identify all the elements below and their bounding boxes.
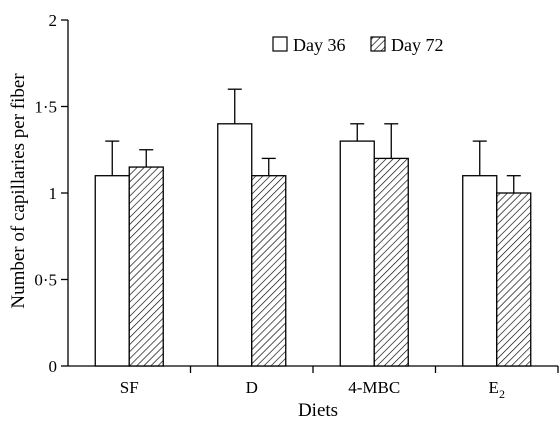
y-axis-label: Number of capillaries per fiber [8, 73, 29, 309]
x-axis-label: Diets [298, 400, 338, 421]
x-tick-label-subscript-3: 2 [499, 387, 505, 401]
x-tick-label-text-0: SF [120, 378, 139, 397]
y-axis: 0 0·5 1 1·5 2 [34, 11, 69, 376]
y-tick-label-1: 0·5 [34, 271, 57, 290]
bar-s0-c3 [462, 175, 498, 367]
x-tick-label-text-1: D [246, 378, 258, 397]
legend-swatch-day-72 [370, 36, 386, 52]
legend-label-day-72: Day 72 [391, 35, 444, 55]
x-tick-label-3: E2 [489, 378, 505, 401]
x-tick-label-1: D [246, 378, 258, 397]
bar-s0-c2 [339, 140, 375, 367]
bars [94, 88, 532, 367]
bar-s1-c0 [128, 166, 164, 367]
legend-label-day-36: Day 36 [293, 35, 346, 55]
x-axis: SF D 4-MBC E2 [68, 365, 559, 401]
bar-s0-c0 [94, 175, 130, 367]
x-tick-label-text-3: E [489, 378, 499, 397]
legend: Day 36 Day 72 [272, 35, 444, 55]
bar-s1-c3 [496, 192, 532, 367]
bar-s1-c2 [373, 157, 409, 367]
x-tick-label-text-2: 4-MBC [348, 378, 400, 397]
bar-s1-c1 [251, 175, 287, 367]
y-tick-label-0: 0 [49, 357, 58, 376]
x-tick-label-2: 4-MBC [348, 378, 400, 397]
legend-swatch-day-36 [272, 36, 288, 52]
y-tick-label-2: 1 [49, 184, 58, 203]
bar-s0-c1 [217, 123, 253, 367]
y-tick-label-3: 1·5 [34, 98, 57, 117]
x-tick-label-0: SF [120, 378, 139, 397]
y-tick-label-4: 2 [49, 11, 58, 30]
